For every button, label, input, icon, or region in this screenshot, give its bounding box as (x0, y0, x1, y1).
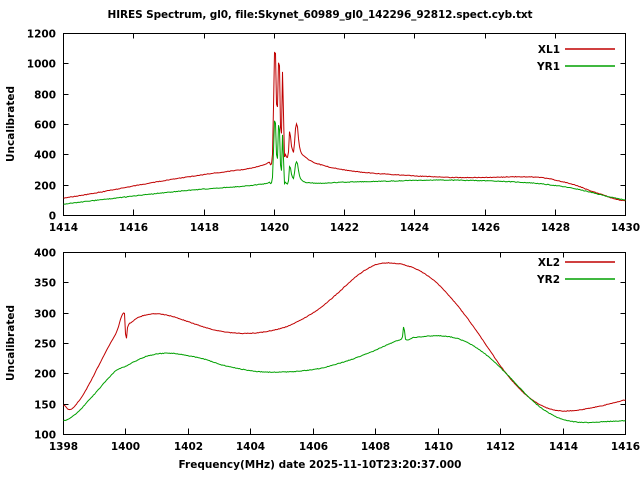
y-tick-label: 1000 (27, 59, 56, 71)
legend-label-xl1: XL1 (538, 44, 560, 56)
x-tick-label: 1422 (330, 222, 359, 234)
series-curve-yr1 (63, 120, 626, 205)
plot-panel-bottom: 1398 1400 1402 1404 1406 1408 1410 1412 1414 1416… (5, 248, 640, 454)
page-title: HIRES Spectrum, gl0, file:Skynet_60989_g… (107, 9, 533, 21)
y-tick-label: 400 (34, 150, 56, 162)
x-tick-label: 1410 (424, 441, 453, 453)
x-tick-label: 1418 (190, 222, 219, 234)
x-tick-label: 1400 (111, 441, 140, 453)
y-tick-label: 1200 (27, 29, 56, 41)
y-tick-label: 150 (34, 400, 56, 412)
y-tick-label: 800 (34, 90, 56, 102)
x-tick-label: 1402 (174, 441, 203, 453)
y-tick-label: 200 (34, 181, 56, 193)
x-tick-label: 1404 (236, 441, 265, 453)
x-axis-title: Frequency(MHz) date 2025-11-10T23:20:37.… (178, 459, 462, 471)
series-curve-xl1 (63, 51, 626, 202)
x-tick-label: 1424 (400, 222, 429, 234)
y-tick-label: 200 (34, 369, 56, 381)
legend-label-yr1: YR1 (536, 61, 560, 73)
x-tick-label: 1398 (49, 441, 78, 453)
y-axis-title-bottom: Uncalibrated (5, 305, 17, 381)
y-tick-label: 600 (34, 120, 56, 132)
x-tick-label: 1416 (119, 222, 148, 234)
x-tick-label: 1416 (611, 441, 640, 453)
y-tick-label: 0 (49, 211, 56, 223)
x-tick-label: 1430 (611, 222, 640, 234)
x-tick-label: 1408 (361, 441, 390, 453)
x-tick-label: 1426 (471, 222, 500, 234)
x-tick-label: 1414 (549, 441, 578, 453)
x-tick-label: 1428 (541, 222, 570, 234)
y-tick-label: 100 (34, 430, 56, 442)
legend-label-xl2: XL2 (538, 257, 560, 269)
x-tick-label: 1414 (49, 222, 78, 234)
y-tick-label: 300 (34, 309, 56, 321)
x-tick-label: 1412 (486, 441, 515, 453)
y-axis-title-top: Uncalibrated (5, 86, 17, 162)
series-curve-yr2 (63, 326, 626, 424)
y-tick-label: 400 (34, 248, 56, 260)
y-tick-label: 250 (34, 339, 56, 351)
y-tick-label: 350 (34, 278, 56, 290)
x-tick-label: 1406 (299, 441, 328, 453)
legend-label-yr2: YR2 (536, 274, 560, 286)
x-tick-label: 1420 (260, 222, 289, 234)
plot-panel-top: 1414 1416 1418 1420 1422 1424 1426 1428 1430 0 200… (5, 29, 640, 235)
